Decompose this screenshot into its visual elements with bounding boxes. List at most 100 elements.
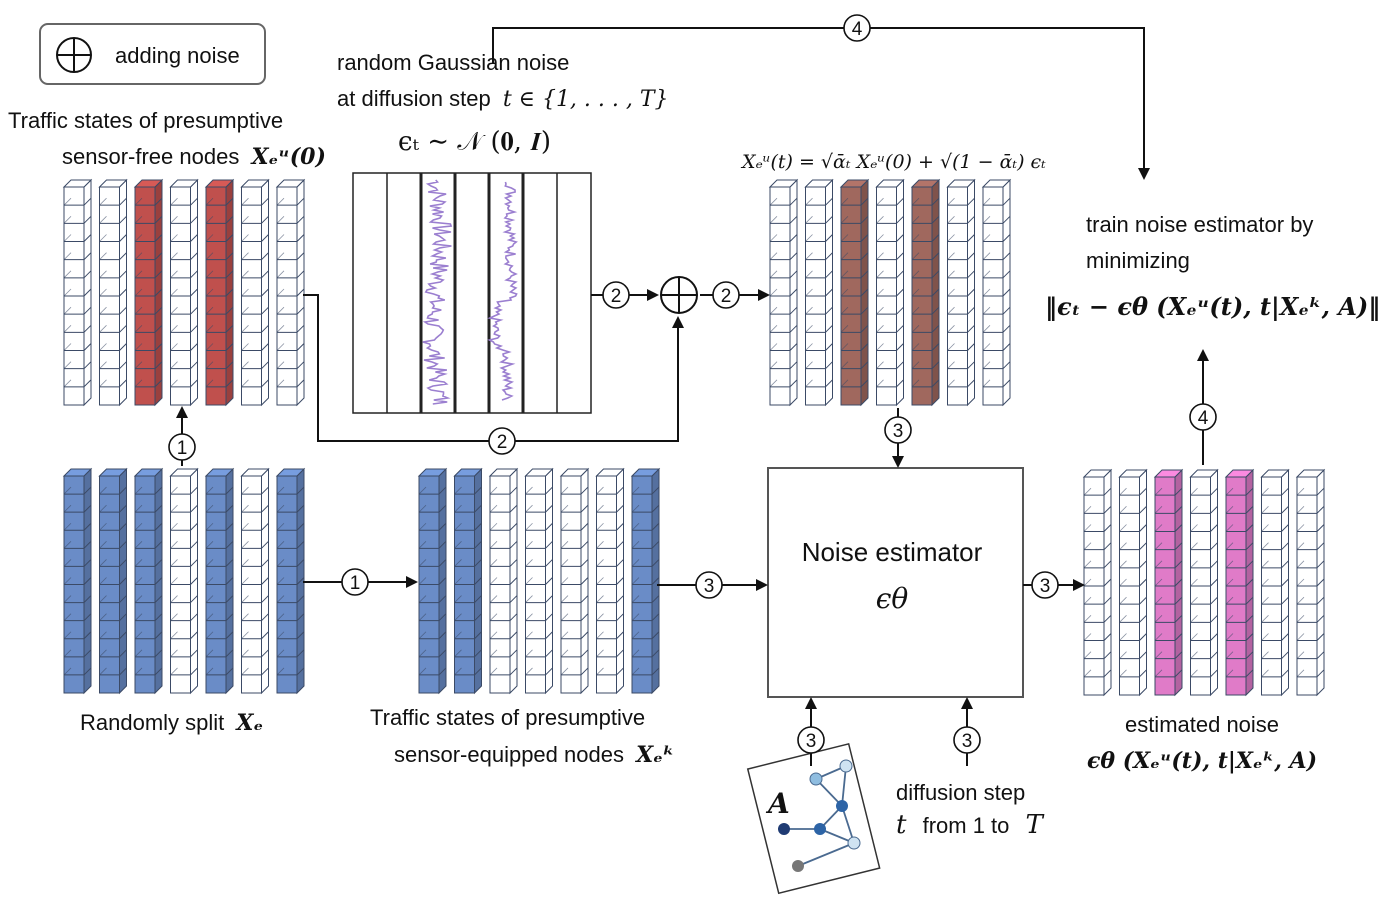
gaussian-noise-panel [352, 172, 592, 414]
sensor-free-column-5 [204, 178, 235, 407]
svg-text:3: 3 [962, 731, 973, 752]
step-badge-2-bottom: 2 [488, 427, 516, 455]
full-column-6 [240, 467, 270, 695]
sensor-free-states-grid [62, 178, 306, 407]
step-badge-1-up: 1 [168, 433, 196, 461]
svg-text:4: 4 [852, 19, 863, 40]
sensor-equipped-label-line2: sensor-equipped nodes [394, 742, 624, 767]
full-column-3 [133, 467, 164, 695]
equipped-column-4 [524, 467, 554, 695]
noisy-column-4 [875, 178, 905, 407]
noise-estimator-title: Noise estimator [802, 537, 983, 567]
estimated-column-3 [1153, 468, 1184, 697]
graph-label: A [765, 787, 790, 820]
equipped-column-3 [488, 467, 519, 695]
objective-formula: ‖ϵₜ − ϵθ (Xₑᵘ(t), t|Xₑᵏ, A)‖ [1045, 292, 1380, 321]
step-badge-3-diffusion: 3 [953, 726, 981, 754]
adding-noise-operator [660, 276, 698, 314]
sensor-equipped-symbol: Xₑᵏ [634, 742, 674, 768]
step-badge-4-top: 4 [843, 14, 871, 42]
adjacency-graph [746, 742, 881, 895]
noise-estimator-symbol: ϵθ [876, 582, 909, 615]
equipped-column-1 [417, 467, 448, 695]
svg-text:t from 1 to T: t from 1 to T [896, 810, 1045, 840]
noise-estimator-box: Noise estimator ϵθ [767, 467, 1024, 698]
sensor-free-symbol: Xₑᵘ(0) [249, 144, 325, 170]
full-state-symbol: Xₑ [234, 710, 263, 736]
objective-line2: minimizing [1086, 248, 1190, 273]
step-badge-1-right: 1 [341, 568, 369, 596]
step-badge-3-equipped: 3 [695, 571, 723, 599]
step-badge-3-noisy: 3 [884, 416, 912, 444]
estimated-column-1 [1082, 468, 1113, 697]
svg-text:3: 3 [893, 421, 904, 442]
svg-text:1: 1 [350, 573, 361, 594]
svg-text:3: 3 [806, 731, 817, 752]
noisy-column-6 [946, 178, 976, 407]
svg-text:4: 4 [1198, 408, 1209, 429]
svg-text:1: 1 [177, 438, 188, 459]
noisy-state-formula: Xₑᵘ(t) = √ᾱₜ Xₑᵘ(0) + √(1 − ᾱₜ) ϵₜ [740, 151, 1046, 173]
equipped-column-5 [559, 467, 590, 695]
diffusion-step-line1: diffusion step [896, 780, 1025, 805]
step-badge-4-right: 4 [1189, 403, 1217, 431]
sensor-equipped-states-grid [417, 467, 661, 695]
step-badge-3-output: 3 [1031, 571, 1059, 599]
noise-formula: ϵₜ ∼ 𝒩 (𝟎, 𝑰) [398, 127, 551, 157]
sensor-free-column-2 [98, 178, 128, 407]
full-states-grid [62, 467, 306, 695]
legend-box: adding noise [39, 23, 266, 85]
graph-nodes [778, 759, 861, 872]
noisy-column-5 [910, 178, 941, 407]
svg-text:3: 3 [704, 576, 715, 597]
diffusion-step-line2: from 1 to [923, 813, 1010, 838]
estimated-noise-label-line2: ϵθ (Xₑᵘ(t), t|Xₑᵏ, A) [1087, 748, 1317, 774]
estimated-noise-label-line1: estimated noise [1125, 712, 1279, 737]
svg-text:2: 2 [497, 432, 508, 453]
noisy-column-7 [981, 178, 1012, 407]
step-badge-3-graph: 3 [797, 726, 825, 754]
noise-trace-1 [422, 179, 453, 405]
noise-trace-2 [487, 181, 518, 401]
step-badge-2-noise: 2 [602, 281, 630, 309]
noisy-column-2 [804, 178, 834, 407]
sensor-free-column-4 [169, 178, 199, 407]
svg-text:at diffusion step t ∈ {1,: at diffusion step t ∈ {1, . . . , T} [337, 86, 669, 112]
equipped-column-7 [630, 467, 661, 695]
noisy-column-3 [839, 178, 870, 407]
full-column-4 [169, 467, 199, 695]
estimated-column-7 [1295, 468, 1326, 697]
svg-text:2: 2 [721, 286, 732, 307]
diffusion-range: t ∈ {1, . . . , T} [503, 87, 669, 112]
sensor-free-column-1 [62, 178, 93, 407]
estimated-noise-grid [1082, 468, 1326, 697]
full-column-5 [204, 467, 235, 695]
sensor-free-column-7 [275, 178, 306, 407]
svg-text:Randomly split Xₑ: Randomly split Xₑ [80, 710, 263, 736]
svg-text:2: 2 [611, 286, 622, 307]
estimated-column-4 [1189, 468, 1219, 697]
svg-text:sensor-free nodes Xₑᵘ(0): sensor-free nodes Xₑᵘ(0) [62, 144, 326, 170]
full-column-2 [98, 467, 128, 695]
legend-label: adding noise [115, 43, 240, 68]
equipped-column-2 [453, 467, 483, 695]
estimated-column-6 [1260, 468, 1290, 697]
equipped-column-6 [595, 467, 625, 695]
sensor-free-label-line1: Traffic states of presumptive [8, 108, 283, 133]
sensor-equipped-label-line1: Traffic states of presumptive [370, 705, 645, 730]
noise-title-line2: at diffusion step [337, 86, 491, 111]
sensor-free-column-6 [240, 178, 270, 407]
noisy-column-1 [768, 178, 799, 407]
svg-text:sensor-equipped nodes Xₑᵏ: sensor-equipped nodes Xₑᵏ [394, 742, 674, 768]
connector-arrows [176, 27, 1209, 766]
noisy-states-grid [768, 178, 1012, 407]
svg-text:3: 3 [1040, 576, 1051, 597]
objective-line1: train noise estimator by [1086, 212, 1313, 237]
estimated-column-2 [1118, 468, 1148, 697]
step-badge-2-noisy: 2 [712, 281, 740, 309]
full-column-1 [62, 467, 93, 695]
full-state-label: Randomly split [80, 710, 224, 735]
noise-title-line1: random Gaussian noise [337, 50, 569, 75]
diffusion-t: t [896, 810, 907, 840]
